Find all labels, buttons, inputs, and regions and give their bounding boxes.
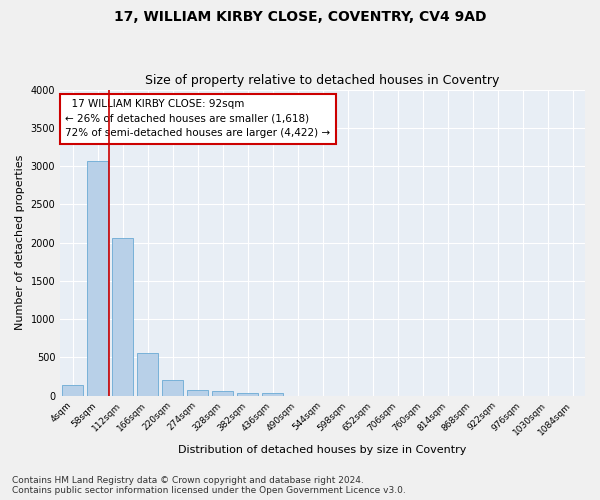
Bar <box>162 380 183 396</box>
Title: Size of property relative to detached houses in Coventry: Size of property relative to detached ho… <box>145 74 500 87</box>
X-axis label: Distribution of detached houses by size in Coventry: Distribution of detached houses by size … <box>178 445 467 455</box>
Y-axis label: Number of detached properties: Number of detached properties <box>15 155 25 330</box>
Bar <box>237 392 258 396</box>
Bar <box>87 162 108 396</box>
Bar <box>187 390 208 396</box>
Bar <box>62 385 83 396</box>
Bar <box>262 393 283 396</box>
Bar <box>137 353 158 396</box>
Text: Contains HM Land Registry data © Crown copyright and database right 2024.
Contai: Contains HM Land Registry data © Crown c… <box>12 476 406 495</box>
Bar <box>212 392 233 396</box>
Bar <box>112 238 133 396</box>
Text: 17 WILLIAM KIRBY CLOSE: 92sqm
← 26% of detached houses are smaller (1,618)
72% o: 17 WILLIAM KIRBY CLOSE: 92sqm ← 26% of d… <box>65 98 331 138</box>
Text: 17, WILLIAM KIRBY CLOSE, COVENTRY, CV4 9AD: 17, WILLIAM KIRBY CLOSE, COVENTRY, CV4 9… <box>114 10 486 24</box>
